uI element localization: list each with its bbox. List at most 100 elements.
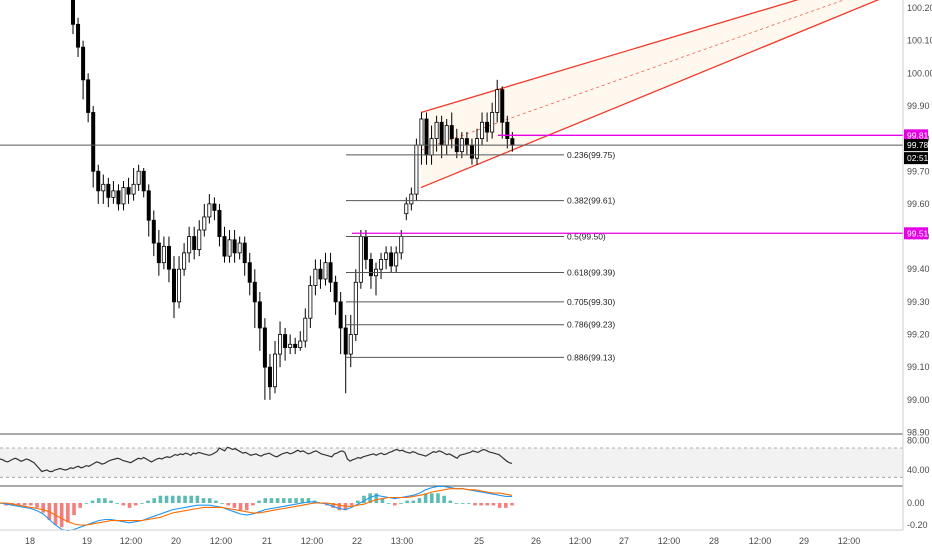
candle-up [480,121,485,140]
fibonacci-retracement[interactable]: 0.236(99.75) 0.382(99.61) 0.5(99.50) 0.618(… [346,150,615,362]
candle-up [182,252,187,270]
macd-histogram-bar [362,495,366,503]
macd-histogram-bar [436,493,440,503]
parallel-channel[interactable] [420,0,890,189]
fib-level-label: 0.5(99.50) [567,232,606,242]
macd-histogram-bar [96,498,101,503]
macd-histogram-bar [214,500,218,503]
macd-histogram-bar [158,495,163,503]
price-tick-label: 98.90 [907,427,930,437]
time-tick-label: 13:00 [391,536,414,546]
candle-up [136,170,141,185]
macd-histogram-bar [164,495,169,503]
rsi-line [0,446,513,473]
candle-up [434,121,439,140]
macd-histogram-bar [226,503,231,506]
macd-histogram-bar [337,503,342,511]
macd-histogram-bar [442,495,446,503]
candle-down [86,79,91,113]
candle-up [187,236,192,254]
channel-lower-line [420,0,880,189]
candle-up [348,334,353,355]
last-price-tag-bg [904,139,928,152]
macd-histogram-bar [454,503,459,504]
candle-down [252,281,257,303]
candle-down [439,121,444,146]
macd-histogram-bar [300,498,305,503]
candle-up [202,216,207,231]
macd-histogram-bar [275,498,280,503]
candle-up [474,138,479,159]
time-axis[interactable]: 18 19 12:00 20 12:00 21 12:00 22 13:00 25 26 12:00 2… [0,529,903,546]
candle-down [500,89,505,123]
price-axis[interactable]: 100.20100.10100.0099.9099.8099.7099.6099… [902,0,932,530]
candle-up [490,112,495,133]
candle-down [333,281,338,303]
macd-histogram-bar [121,503,126,506]
candle-up [414,144,419,195]
macd-histogram-bar [380,498,385,503]
time-tick-label: 19 [82,536,92,546]
fib-level-label: 0.786(99.23) [567,320,615,330]
time-tick-label: 21 [262,536,272,546]
price-tick-label: 100.10 [907,36,932,46]
candle-down [116,190,121,205]
macd-histogram-bar [497,503,502,508]
candle-up [394,252,399,267]
time-tick-label: 25 [474,536,484,546]
price-tick-label: 99.70 [907,166,930,176]
time-tick-label: 20 [171,536,181,546]
candle-up [495,89,500,113]
price-tick-label: 100.20 [907,3,932,13]
fib-level-label: 0.236(99.75) [567,150,615,160]
macd-histogram-bar [53,503,58,525]
candle-down [505,121,510,140]
candle-down [212,203,217,211]
candle-up [161,245,166,264]
macd-histogram-bar [257,500,261,503]
candle-up [237,242,242,254]
candle-down [171,268,176,303]
candle-up [313,268,318,286]
macd-histogram-bar [263,498,268,503]
price-tick-label: 99.30 [907,297,930,307]
candle-down [96,170,101,192]
candle-up [379,259,384,270]
candle-down [262,327,267,368]
macd-histogram-bar [170,495,175,503]
candle-down [318,268,323,280]
countdown-tag: 02:51 [907,153,929,163]
candle-up [358,236,363,283]
channel-upper-line [420,0,800,114]
price-tick-label: 99.20 [907,330,930,340]
macd-histogram-bar [207,498,212,503]
candle-down [76,23,81,48]
price-tick-label: 99.40 [907,264,930,274]
rsi-band-fill [0,448,903,478]
rsi-tick-label: 40.00 [907,465,930,475]
time-tick-label: 12:00 [569,536,592,546]
candle-down [217,210,222,237]
candle-down [267,366,272,388]
time-tick-label: 27 [619,536,629,546]
candle-down [222,236,227,257]
candle-down [338,301,343,329]
level-tag-99-81-bg [904,129,928,142]
fib-level-label: 0.886(99.13) [567,352,615,362]
macd-histogram-bar [238,503,243,511]
candle-down [91,112,96,172]
time-tick-label: 29 [799,536,809,546]
candle-up [272,353,277,388]
candle-up [278,334,283,355]
rsi-tick-label: 80.00 [907,436,930,446]
candle-down [485,121,490,133]
candle-down [242,242,247,264]
candle-up [444,125,449,146]
horizontal-levels[interactable] [0,134,903,234]
price-tick-label: 99.90 [907,101,930,111]
macd-histogram-bar [109,500,113,503]
time-tick-label: 12:00 [658,536,681,546]
candle-down [141,170,146,192]
candle-down [247,262,252,283]
